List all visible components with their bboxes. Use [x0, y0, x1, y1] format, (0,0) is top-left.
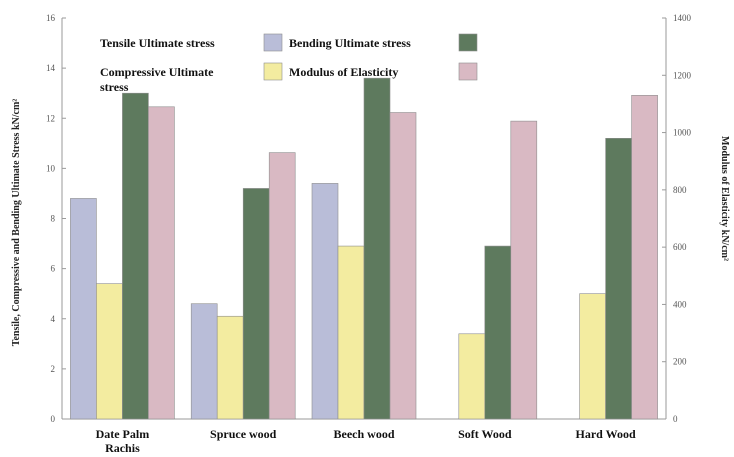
left-tick-label: 10	[46, 163, 56, 173]
left-tick-label: 2	[51, 364, 56, 374]
category-label: Hard Wood	[576, 427, 636, 441]
bar-compressive-ultimate-stress-0	[96, 283, 123, 420]
bar-bending-ultimate-stress-3	[484, 245, 512, 420]
legend-label: Compressive Ultimate stress	[100, 65, 214, 94]
right-axis-title: Modulus of Elasticity kN/cm²	[719, 136, 730, 261]
legend-swatch	[458, 33, 478, 52]
category-label: Spruce wood	[210, 427, 277, 441]
bar-bending-ultimate-stress-2	[363, 77, 391, 420]
right-tick-label: 1200	[673, 70, 692, 80]
right-tick-label: 200	[673, 357, 687, 367]
left-axis-title: Tensile, Compressive and Bending Ultimat…	[11, 99, 22, 347]
left-axis-ticks: 0 2 4 6 8 10 12 14 16	[46, 13, 66, 424]
legend-label: Bending Ultimate stress	[289, 36, 411, 50]
bar-tensile-ultimate-stress-1	[190, 303, 218, 420]
category-label: Beech wood	[334, 427, 395, 441]
left-tick-label: 14	[46, 63, 56, 73]
bar-tensile-ultimate-stress-2	[311, 183, 339, 420]
legend-swatch	[263, 33, 283, 52]
left-tick-label: 8	[51, 214, 56, 224]
left-tick-label: 16	[46, 13, 56, 23]
bar-bending-ultimate-stress-1	[242, 188, 270, 420]
legend: Tensile Ultimate stress Bending Ultimate …	[100, 33, 478, 94]
legend-label: Modulus of Elasticity	[289, 65, 398, 79]
bar-bending-ultimate-stress-4	[605, 138, 632, 420]
bar-compressive-ultimate-stress-2	[337, 245, 365, 420]
bar-compressive-ultimate-stress-1	[216, 315, 244, 420]
bar-modulus-of-elasticity-1	[268, 152, 296, 420]
right-tick-label: 400	[673, 299, 687, 309]
left-tick-label: 0	[51, 414, 56, 424]
right-tick-label: 800	[673, 185, 687, 195]
category-label: Date Palm Rachis	[96, 427, 150, 455]
right-tick-label: 1400	[673, 13, 692, 23]
bar-modulus-of-elasticity-4	[631, 95, 658, 420]
bar-modulus-of-elasticity-0	[148, 106, 175, 420]
right-tick-label: 1000	[673, 128, 692, 138]
left-tick-label: 4	[51, 314, 56, 324]
bar-modulus-of-elasticity-3	[510, 120, 538, 420]
left-tick-label: 12	[46, 113, 55, 123]
legend-swatch	[458, 62, 478, 81]
right-tick-label: 600	[673, 242, 687, 252]
legend-swatch	[263, 62, 283, 81]
category-label: Soft Wood	[458, 427, 512, 441]
bar-compressive-ultimate-stress-3	[458, 333, 486, 420]
bar-compressive-ultimate-stress-4	[579, 293, 606, 420]
bar-modulus-of-elasticity-2	[389, 112, 417, 420]
right-axis-ticks: 0 200 400 600 800 1000 1200 1400	[662, 13, 692, 424]
legend-label: Tensile Ultimate stress	[100, 36, 215, 50]
bars	[70, 77, 658, 420]
category-labels: Date Palm Rachis Spruce wood Beech wood Soft…	[96, 427, 636, 455]
left-tick-label: 6	[51, 264, 56, 274]
bar-bending-ultimate-stress-0	[122, 92, 149, 420]
bar-tensile-ultimate-stress-0	[70, 198, 97, 420]
right-tick-label: 0	[673, 414, 678, 424]
